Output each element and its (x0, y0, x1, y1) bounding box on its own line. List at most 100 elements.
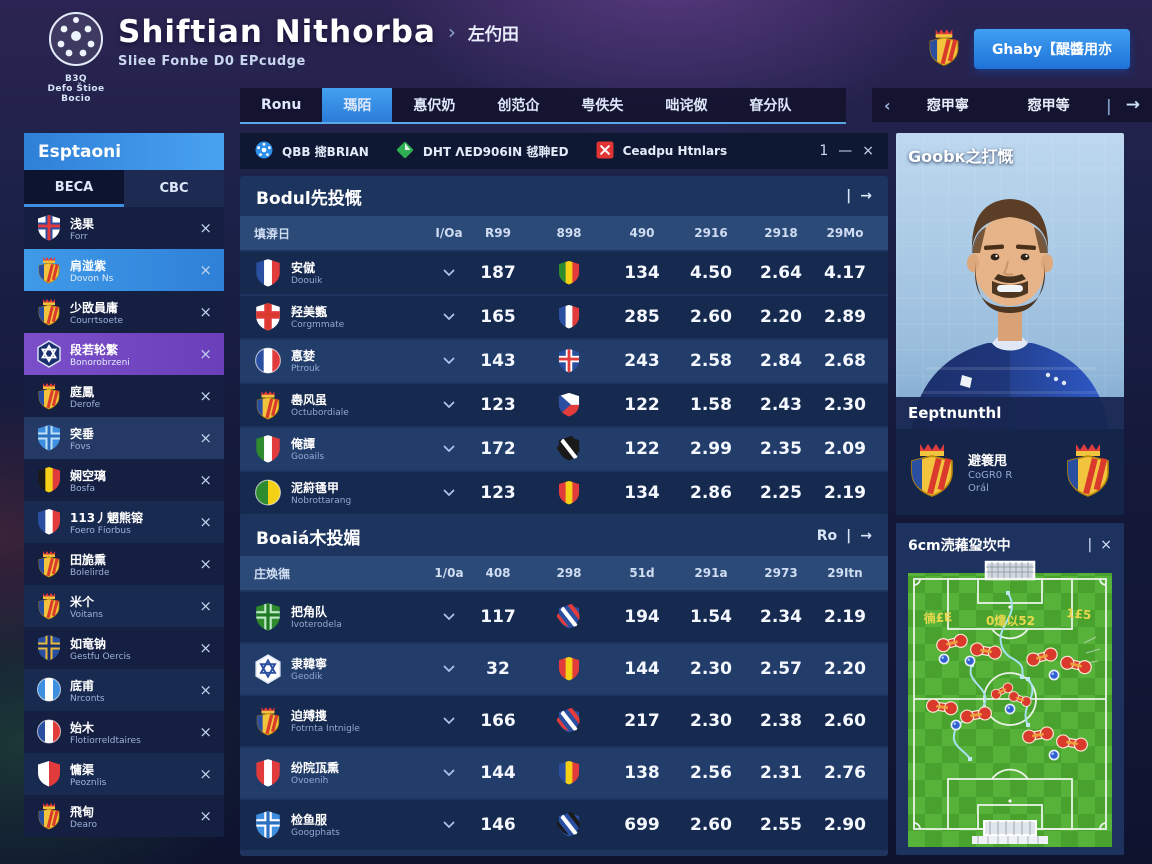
odds-value: 2.30 (690, 711, 732, 731)
nav-tab-2[interactable]: 惪伬奶 (413, 98, 456, 114)
remove-team-icon[interactable]: × (199, 513, 212, 531)
remove-team-icon[interactable]: × (199, 639, 212, 657)
sidebar-team-item[interactable]: 底甫 Nrconts × (24, 669, 224, 711)
sidebar-team-item[interactable]: 飛甸 Dearo × (24, 795, 224, 837)
table-body: 安僦 Doouik 187 134 4.50 2.64 4.17 羟美㽊 Corgmmate 16… (240, 252, 888, 520)
nav-tab-1[interactable]: 瑪陌 (322, 88, 393, 122)
nav-tab-0[interactable]: Ronu (261, 97, 302, 113)
filter-chip-diamond[interactable]: DHT ΛED906IN 㲓䎶ED (395, 140, 569, 162)
sidebar-team-item[interactable]: 始木 Flotiorreldtaires × (24, 711, 224, 753)
league-next-icon[interactable]: → (1125, 95, 1140, 115)
team-crest-icon (37, 340, 61, 368)
league-item[interactable]: 惌甲寧 (926, 98, 969, 114)
odds-value: 146 (480, 815, 516, 835)
team-name: 始木 (70, 720, 95, 735)
odds-row[interactable]: 安僦 Doouik 187 134 4.50 2.64 4.17 (240, 252, 888, 294)
remove-team-icon[interactable]: × (199, 723, 212, 741)
remove-team-icon[interactable]: × (199, 387, 212, 405)
remove-team-icon[interactable]: × (199, 555, 212, 573)
team-subname: Ovoenih (291, 776, 329, 787)
chevron-down-icon[interactable] (443, 489, 455, 497)
chevron-down-icon[interactable] (443, 717, 455, 725)
logo-line: B3Q (65, 74, 87, 84)
sidebar-team-item[interactable]: 少敃員庸 Courrtsoete × (24, 291, 224, 333)
remove-team-icon[interactable]: × (199, 681, 212, 699)
odds-value: 2.57 (760, 659, 802, 679)
odds-row[interactable]: 嶴风虽 Octubordiale 123 122 1.58 2.43 2.30 (240, 384, 888, 426)
odds-row[interactable]: 隶韓寧 Geodik 32 144 2.30 2.57 2.20 (240, 644, 888, 694)
nav-tab-4[interactable]: 甹佚失 (581, 98, 624, 114)
nav-tab-3[interactable]: 创范仚 (497, 98, 540, 114)
sidebar-team-item[interactable]: 庭鳳 Derofe × (24, 375, 224, 417)
sidebar-team-item[interactable]: 段若轮繁 Bonorobrzeni × (24, 333, 224, 375)
chevron-down-icon[interactable] (443, 665, 455, 673)
odds-row[interactable]: 迫䍸㨦 Fotrnta Intnigle 166 217 2.30 2.38 2.60 (240, 696, 888, 746)
sidebar-team-item[interactable]: 113丿魍熊镕 Foero Fíorbus × (24, 501, 224, 543)
account-button[interactable]: Ghaby【醍醬用亦 (973, 29, 1130, 70)
team-name: 检鱼服 (291, 813, 328, 828)
odds-value: 144 (480, 763, 516, 783)
league-crest-icon (929, 29, 959, 66)
team-crest-icon (38, 383, 60, 410)
sidebar-team-item[interactable]: 田㫉熏 Bolelirde × (24, 543, 224, 585)
remove-team-icon[interactable]: × (199, 261, 212, 279)
remove-team-icon[interactable]: × (199, 807, 212, 825)
sidebar-team-item[interactable]: 慵渠 Peoznlis × (24, 753, 224, 795)
team-name: 如竜钠 (70, 636, 107, 651)
chevron-down-icon[interactable] (443, 821, 455, 829)
filter-chips: QBB 㨸BRIAN DHT ΛED906IN 㲓䎶ED Ceadpu Htnlar… (254, 140, 727, 162)
section-next-icon[interactable]: → (860, 528, 872, 544)
sidebar-team-item[interactable]: 肩湴紫 Dovon Ns × (24, 249, 224, 291)
team-name: 羟美㽊 (291, 305, 328, 320)
remove-team-icon[interactable]: × (199, 345, 212, 363)
player-marker (936, 633, 968, 653)
remove-team-icon[interactable]: × (199, 429, 212, 447)
odds-value: 2.43 (760, 395, 802, 415)
odds-value: 2.20 (760, 307, 802, 327)
league-item[interactable]: 惌甲等 (1027, 98, 1070, 114)
team-crest-icon (256, 706, 280, 736)
chevron-down-icon[interactable] (443, 357, 455, 365)
league-prev-icon[interactable]: ‹ (884, 95, 891, 115)
remove-team-icon[interactable]: × (199, 219, 212, 237)
section-next-icon[interactable]: → (860, 188, 872, 204)
sidebar-team-item[interactable]: 突垂 Fovs × (24, 417, 224, 459)
odds-row[interactable]: 羟美㽊 Corgmmate 165 285 2.60 2.20 2.89 (240, 296, 888, 338)
filter-chip-globe[interactable]: QBB 㨸BRIAN (254, 140, 369, 162)
team-name: 惪婪 (291, 349, 316, 364)
sidebar-team-item[interactable]: 浅果 Forr × (24, 207, 224, 249)
chevron-down-icon[interactable] (443, 769, 455, 777)
remove-team-icon[interactable]: × (199, 765, 212, 783)
sidebar-team-item[interactable]: 如竜钠 Gestfu Oercis × (24, 627, 224, 669)
filter-label: QBB 㨸BRIAN (282, 144, 369, 159)
sidebar-team-item[interactable]: 米个 Voitans × (24, 585, 224, 627)
odds-value: 2.84 (760, 351, 802, 371)
odds-value: 4.17 (824, 263, 866, 283)
odds-row[interactable]: 泥䈙㲧甲 Nobrottarang 123 134 2.86 2.25 2.19 (240, 472, 888, 514)
sidebar-tab-cbc[interactable]: CBC (124, 170, 224, 207)
remove-team-icon[interactable]: × (199, 303, 212, 321)
nav-tab-6[interactable]: 眘分队 (749, 98, 792, 114)
odds-row[interactable]: 纷院㼗熏 Ovoenih 144 138 2.56 2.31 2.76 (240, 748, 888, 798)
chevron-down-icon[interactable] (443, 269, 455, 277)
chevron-down-icon[interactable] (443, 313, 455, 321)
odds-row[interactable]: 俺譚 Gooails 172 122 2.99 2.35 2.09 (240, 428, 888, 470)
odds-row[interactable]: 把角队 Ivoterodela 117 194 1.54 2.34 2.19 (240, 592, 888, 642)
chevron-down-icon[interactable] (443, 445, 455, 453)
odds-row[interactable]: 检鱼服 Googphats 146 699 2.60 2.55 2.90 (240, 800, 888, 850)
odds-value: 2.25 (760, 483, 802, 503)
chevron-down-icon[interactable] (443, 613, 455, 621)
close-icon[interactable]: × (862, 143, 874, 159)
odds-row[interactable]: 惪婪 Ptrouk 143 243 2.58 2.84 2.68 (240, 340, 888, 382)
close-icon[interactable]: × (1100, 537, 1112, 553)
player-marker (1056, 734, 1088, 752)
minimize-icon[interactable]: — (838, 143, 853, 159)
chevron-down-icon[interactable] (443, 401, 455, 409)
team-name: 慵渠 (70, 762, 95, 777)
remove-team-icon[interactable]: × (199, 597, 212, 615)
filter-chip-close[interactable]: Ceadpu Htnlars (595, 140, 727, 162)
sidebar-tab-beca[interactable]: BECA (24, 170, 124, 207)
sidebar-team-item[interactable]: 娴空璃 Bosfa × (24, 459, 224, 501)
nav-tab-5[interactable]: 咄诧伮 (665, 98, 708, 114)
remove-team-icon[interactable]: × (199, 471, 212, 489)
